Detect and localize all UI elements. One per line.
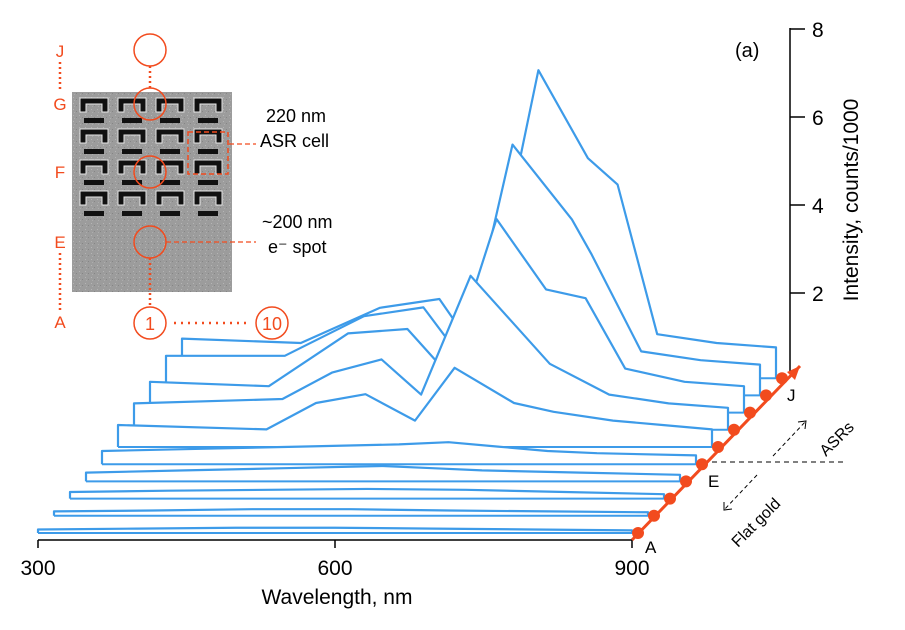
position-marker-8 bbox=[744, 406, 756, 419]
gold-direction-arrow bbox=[723, 474, 758, 511]
trace-fill-7 bbox=[134, 275, 728, 430]
position-label-e: E bbox=[708, 472, 719, 491]
spectrum-trace-6 bbox=[116, 366, 714, 447]
scan-spot-f bbox=[133, 155, 167, 189]
row-label-f: F bbox=[55, 163, 65, 182]
asr-cell bbox=[155, 128, 185, 144]
x-tick-label-600: 600 bbox=[317, 557, 352, 580]
y-tick-label-4: 4 bbox=[812, 195, 824, 218]
x-axis-title: Wavelength, nm bbox=[262, 586, 413, 609]
asr-cell-bar bbox=[198, 211, 218, 216]
asr-cell bbox=[79, 128, 109, 144]
asr-cell-bar bbox=[160, 211, 180, 216]
scan-spot-j bbox=[133, 33, 167, 67]
position-marker-7 bbox=[728, 423, 740, 436]
cell-size-label: 220 nm bbox=[266, 106, 326, 126]
position-marker-1 bbox=[632, 527, 644, 539]
asr-cell bbox=[155, 190, 185, 206]
asr-cell-bar bbox=[122, 211, 142, 216]
y-axis-title: Intensity, counts/1000 bbox=[840, 99, 863, 302]
scan-spot-start bbox=[133, 306, 167, 340]
sem-inset: 220 nm ASR cell ~200 nm e⁻ spot 1 10 J G… bbox=[53, 33, 333, 340]
asr-direction-label: ASRs bbox=[817, 419, 858, 460]
scan-end-label: 10 bbox=[262, 314, 282, 334]
row-label-j: J bbox=[56, 42, 65, 61]
row-label-a: A bbox=[54, 313, 66, 332]
scan-spot-end bbox=[255, 306, 289, 340]
panel-label: (a) bbox=[735, 40, 759, 62]
depth-axis-line bbox=[630, 364, 802, 542]
spectrum-trace-5 bbox=[100, 441, 698, 465]
position-markers bbox=[632, 372, 788, 539]
row-label-g: G bbox=[53, 95, 66, 114]
position-label-a: A bbox=[645, 538, 657, 557]
x-tick-label-900: 900 bbox=[614, 557, 649, 580]
asr-cell-bar bbox=[84, 211, 104, 216]
spot-name-label: e⁻ spot bbox=[268, 237, 327, 257]
asr-direction-arrow bbox=[772, 420, 807, 457]
asr-cell-highlight bbox=[187, 131, 229, 175]
position-marker-6 bbox=[712, 441, 724, 453]
x-tick-label-300: 300 bbox=[20, 557, 55, 580]
asr-cell-bar bbox=[122, 118, 142, 123]
asr-cell bbox=[193, 97, 223, 113]
trace-fill-9 bbox=[166, 144, 760, 396]
y-tick-label-2: 2 bbox=[812, 283, 824, 306]
spectrum-trace-9 bbox=[164, 143, 762, 396]
position-marker-3 bbox=[664, 492, 676, 505]
asr-cell bbox=[117, 159, 147, 175]
gold-direction-label: Flat gold bbox=[729, 495, 784, 550]
asr-cell-bar bbox=[84, 118, 104, 123]
asr-cell-bar bbox=[122, 149, 142, 154]
asr-arrowhead bbox=[797, 420, 807, 430]
spectrum-trace-1 bbox=[36, 526, 634, 533]
asr-cell bbox=[79, 190, 109, 206]
spot-size-label: ~200 nm bbox=[262, 212, 333, 232]
asr-cell bbox=[79, 159, 109, 175]
spectrum-trace-7 bbox=[132, 274, 730, 430]
trace-fill-6 bbox=[118, 367, 712, 447]
trace-fill-10 bbox=[182, 70, 776, 379]
position-label-j: J bbox=[787, 386, 796, 405]
asr-cell-bar bbox=[160, 118, 180, 123]
asr-cell bbox=[117, 97, 147, 113]
scan-start-label: 1 bbox=[145, 314, 155, 334]
spectrum-trace-8 bbox=[148, 217, 746, 413]
spectrum-trace-4 bbox=[84, 464, 682, 482]
trace-fill-8 bbox=[150, 219, 744, 413]
cell-name-label: ASR cell bbox=[260, 131, 329, 151]
y-tick-label-8: 8 bbox=[812, 19, 824, 42]
asr-cell-bar bbox=[160, 149, 180, 154]
asr-cell-bar bbox=[122, 180, 142, 185]
position-marker-2 bbox=[648, 509, 660, 522]
spectrum-trace-2 bbox=[52, 508, 650, 516]
y-tick-label-6: 6 bbox=[812, 107, 824, 130]
asr-cell bbox=[117, 190, 147, 206]
spectrum-trace-3 bbox=[68, 487, 666, 499]
position-marker-4 bbox=[680, 475, 692, 488]
depth-axis-arrowhead bbox=[787, 366, 800, 380]
asr-cell bbox=[79, 97, 109, 113]
position-marker-5 bbox=[696, 458, 708, 471]
row-label-e: E bbox=[54, 233, 65, 252]
asr-cell bbox=[117, 128, 147, 144]
asr-cell-bar bbox=[198, 180, 218, 185]
asr-cell bbox=[193, 190, 223, 206]
asr-cell-bar bbox=[160, 180, 180, 185]
gold-arrowhead bbox=[723, 502, 733, 511]
spectrum-trace-10 bbox=[180, 69, 778, 379]
spectra-traces bbox=[36, 69, 778, 534]
asr-cell-bar bbox=[84, 149, 104, 154]
asr-cell bbox=[193, 159, 223, 175]
position-marker-9 bbox=[760, 389, 772, 402]
asr-cell-bar bbox=[84, 180, 104, 185]
asr-cell-bar bbox=[198, 118, 218, 123]
asr-cell-bar bbox=[198, 149, 218, 154]
position-marker-10 bbox=[776, 372, 788, 385]
